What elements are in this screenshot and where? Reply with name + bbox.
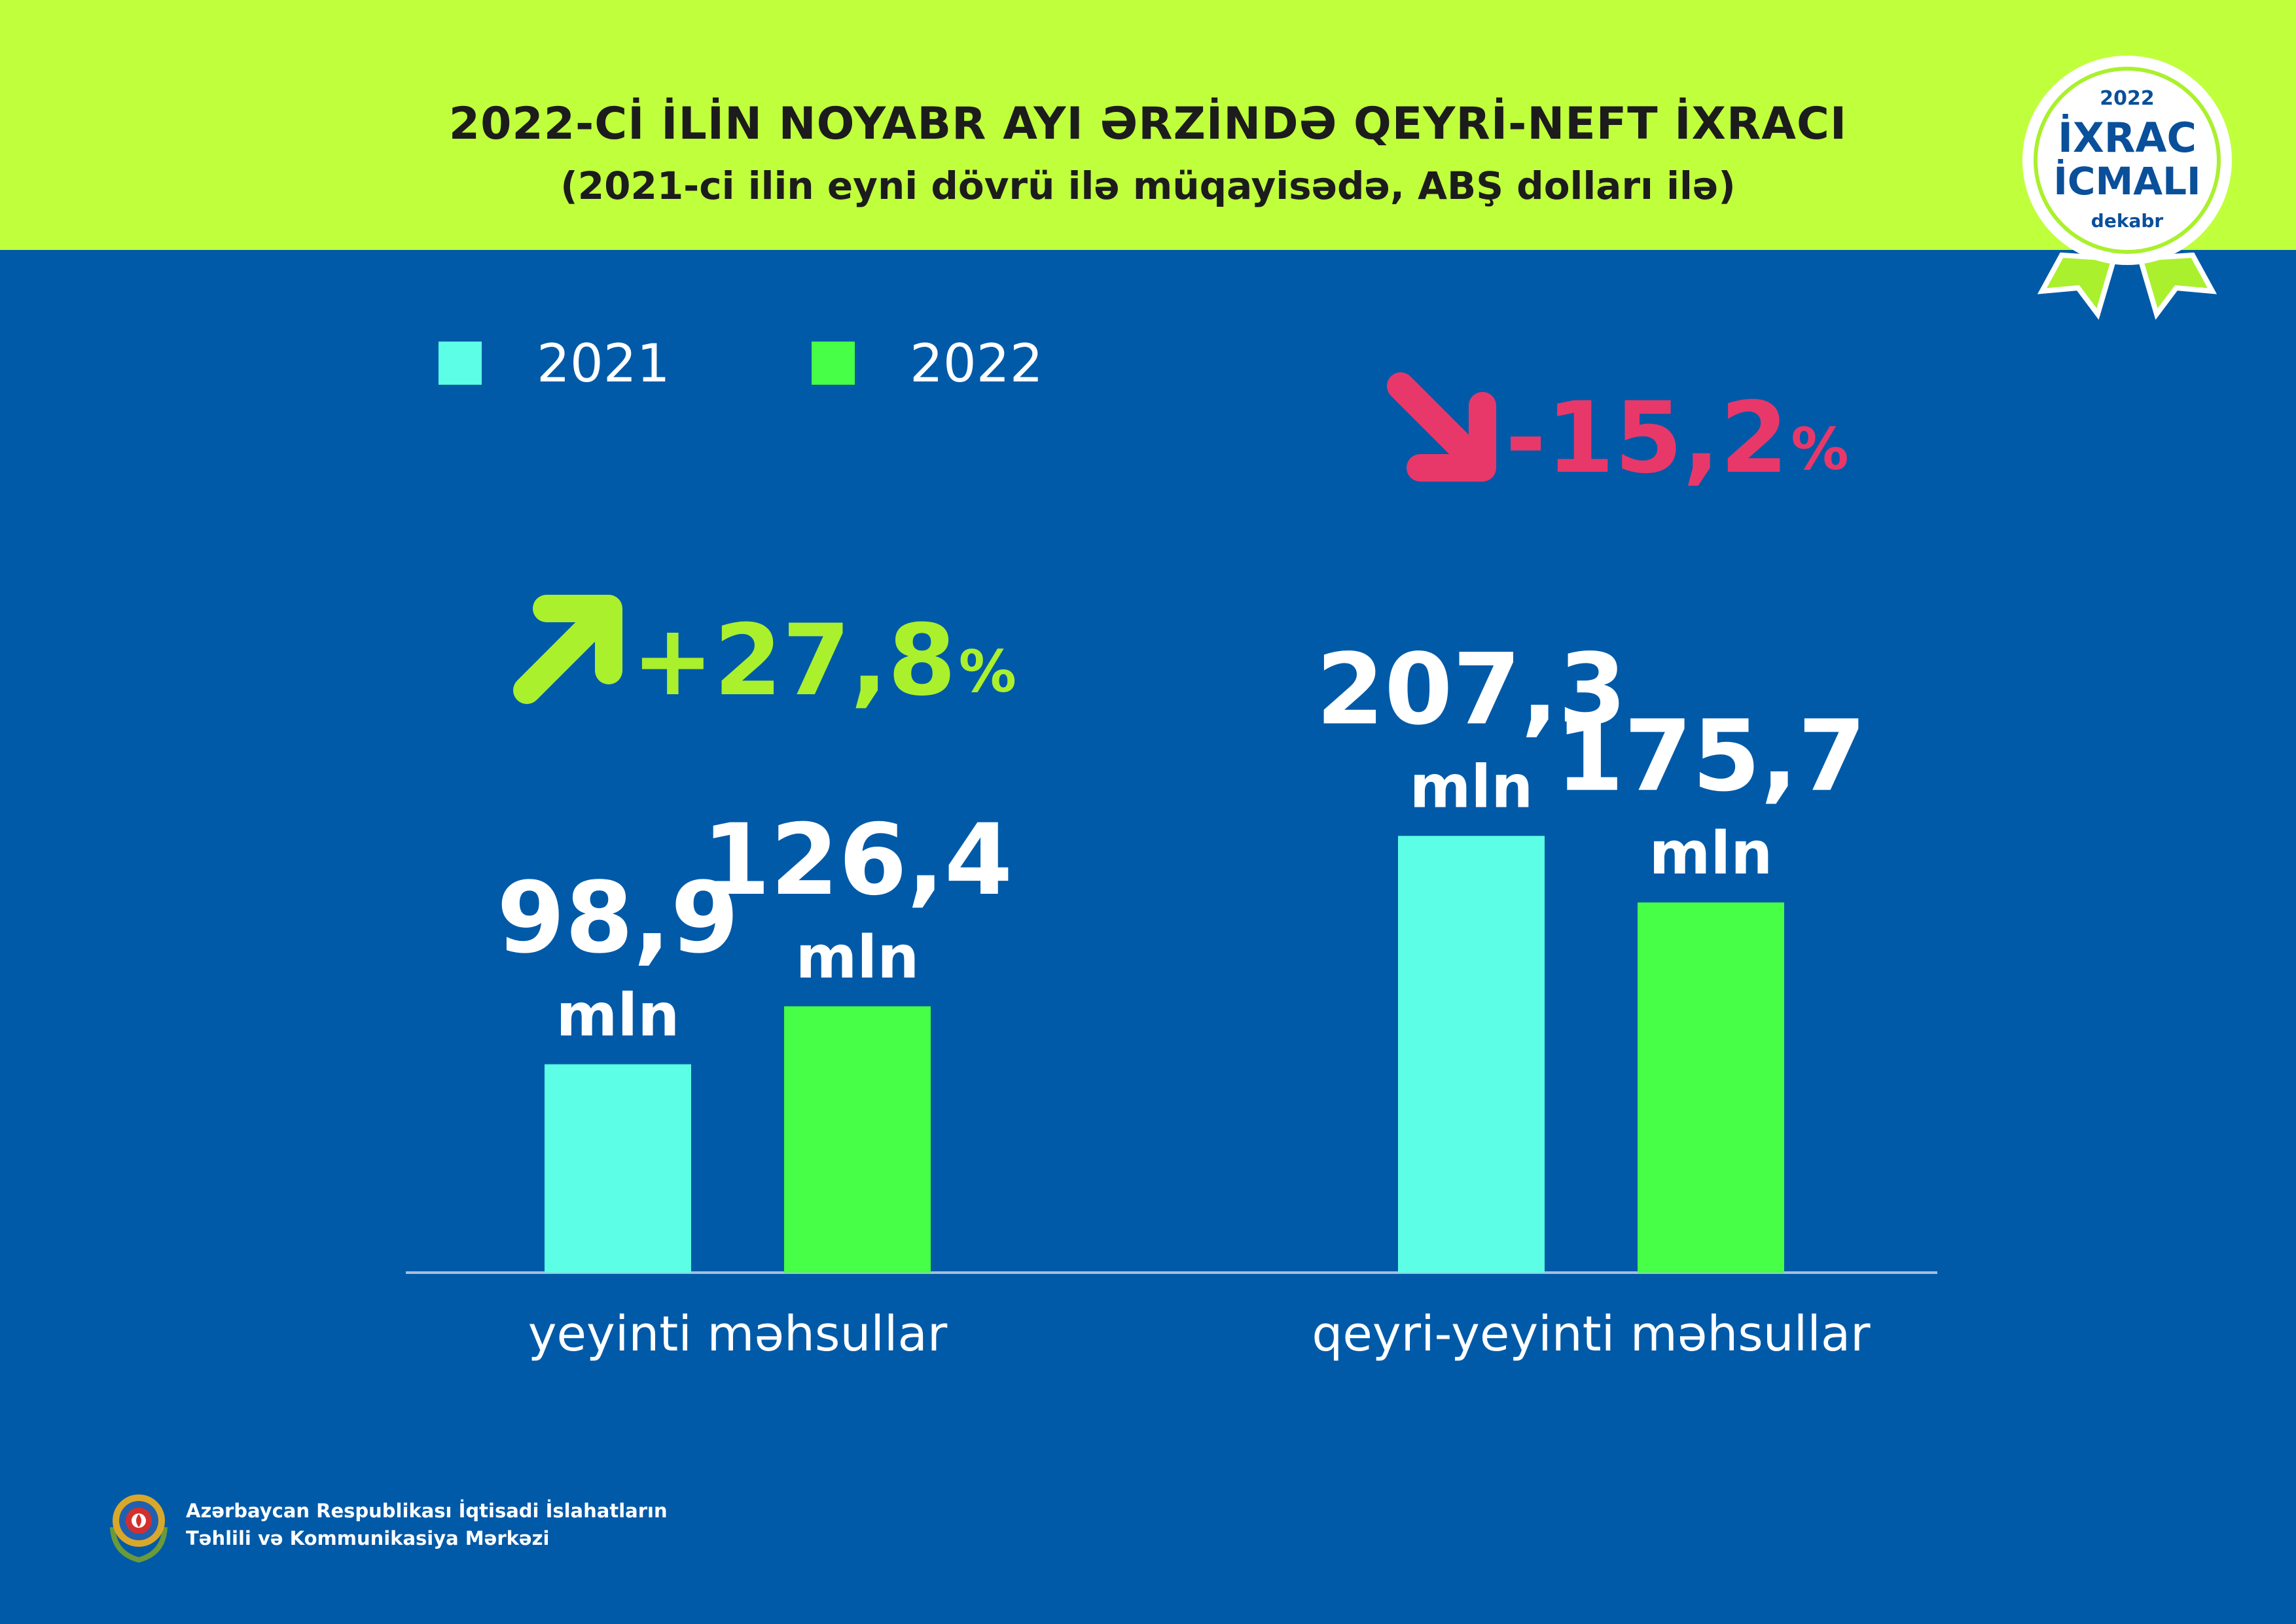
legend-item-2022: 2022 (812, 330, 1043, 396)
organization-name: Azərbaycan Respublikası İqtisadi İslahat… (186, 1497, 668, 1552)
page-subtitle: (2021-ci ilin eyni dövrü ilə müqayisədə,… (560, 164, 1736, 208)
org-line-1: Azərbaycan Respublikası İqtisadi İslahat… (186, 1500, 668, 1522)
legend-item-2021: 2021 (439, 330, 670, 396)
arrow-up-right-icon (513, 595, 622, 704)
change-value-nonfood: -15,2 (1505, 381, 1789, 495)
data-label-unit-2021-2: mln (1410, 752, 1534, 821)
data-label-unit-2022-1: mln (796, 923, 920, 992)
state-emblem-icon (110, 1494, 168, 1562)
data-label-unit-2021-1: mln (556, 981, 680, 1050)
change-value-food: +27,8 (632, 604, 956, 718)
badge-circle (2022, 56, 2232, 265)
category-label-1: yeyinti məhsullar (528, 1306, 948, 1362)
org-line-2: Təhlili və Kommunikasiya Mərkəzi (186, 1527, 550, 1549)
bar-2021-1 (545, 1064, 691, 1273)
change-indicator-food: +27,8 % (504, 592, 1016, 710)
legend-swatch-2022 (812, 342, 855, 385)
badge-line1: İXRAC (2058, 114, 2197, 162)
category-label-2: qeyri-yeyinti məhsullar (1312, 1306, 1871, 1362)
badge-month: dekabr (2091, 210, 2164, 232)
bar-2021-2 (1398, 836, 1545, 1273)
change-unit-food: % (958, 638, 1016, 705)
change-unit-nonfood: % (1791, 415, 1849, 483)
bar-2022-2 (1638, 902, 1784, 1273)
arrow-down-right-icon (1387, 372, 1496, 482)
page-title: 2022-Cİ İLİN NOYABR AYI ƏRZİNDƏ QEYRİ-NE… (448, 98, 1848, 150)
data-label-value-2021-1: 98,9 (497, 862, 739, 976)
data-label-value-2021-2: 207,3 (1316, 633, 1626, 747)
bar-2022-1 (784, 1006, 931, 1273)
header-band: 2022-Cİ İLİN NOYABR AYI ƏRZİNDƏ QEYRİ-NE… (0, 0, 2296, 250)
badge-year: 2022 (2100, 87, 2155, 110)
data-label-value-2022-2: 175,7 (1556, 699, 1866, 813)
legend-label-2022: 2022 (910, 332, 1043, 394)
data-label-unit-2022-2: mln (1649, 819, 1773, 888)
legend-label-2021: 2021 (537, 332, 670, 394)
change-indicator-nonfood: -15,2 % (1381, 366, 1849, 487)
badge-line2: İCMALI (2053, 158, 2200, 203)
footer: Azərbaycan Respublikası İqtisadi İslahat… (105, 1487, 668, 1562)
export-review-badge: 2022 İXRAC İCMALI dekabr (2022, 56, 2232, 320)
data-label-value-2022-1: 126,4 (702, 803, 1013, 917)
badge-inner-ring (2034, 67, 2221, 254)
legend-swatch-2021 (439, 342, 482, 385)
badge-ribbon-right (2136, 252, 2217, 320)
